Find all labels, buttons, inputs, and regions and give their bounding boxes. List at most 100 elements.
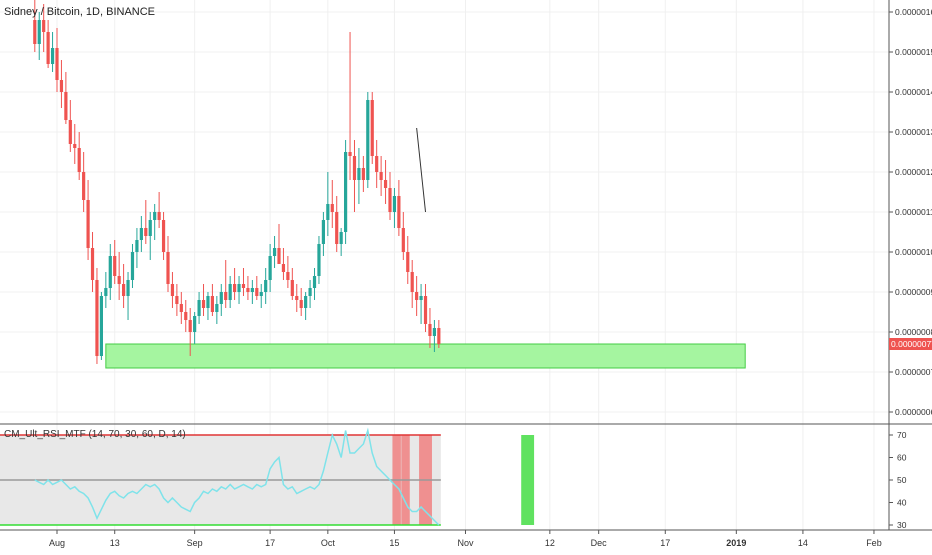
candle-body	[250, 288, 254, 292]
indicator-title: CM_Ult_RSI_MTF (14, 70, 30, 60, D, 14)	[4, 429, 186, 440]
candle-body	[401, 228, 405, 252]
candle-body	[348, 152, 352, 156]
price-tick-label: 0.00000080	[895, 327, 932, 337]
candle-body	[130, 252, 135, 280]
price-tick-label: 0.00000130	[895, 127, 932, 137]
candle-body	[193, 316, 197, 332]
price-tick-label: 0.00000110	[895, 207, 932, 217]
candle-body	[135, 240, 139, 252]
candle-body	[148, 220, 152, 236]
candle-body	[104, 288, 108, 296]
candle-body	[117, 276, 121, 284]
time-tick-label: Aug	[49, 538, 65, 548]
price-tick-label: 0.00000060	[895, 407, 932, 417]
candle-body	[90, 248, 95, 280]
candle-body	[339, 232, 343, 244]
candle-body	[432, 328, 436, 336]
candle-body	[290, 280, 294, 296]
candle-body	[215, 304, 219, 312]
rsi-tick-label: 50	[897, 475, 907, 485]
candle-body	[321, 220, 325, 244]
time-tick-label: Dec	[591, 538, 608, 548]
candle-body	[237, 284, 241, 292]
candle-body	[184, 312, 188, 320]
candle-body	[264, 280, 268, 292]
candle-body	[392, 196, 397, 212]
candle-body	[166, 252, 170, 284]
candle-body	[299, 300, 303, 308]
candle-body	[397, 196, 401, 228]
candle-body	[95, 280, 99, 356]
time-tick-label: 14	[798, 538, 808, 548]
candle-body	[99, 296, 103, 356]
time-tick-label: Nov	[457, 538, 474, 548]
candle-body	[161, 220, 166, 252]
time-tick-label: 17	[660, 538, 670, 548]
candle-body	[326, 204, 330, 220]
candle-body	[108, 256, 112, 288]
candle-body	[233, 284, 237, 292]
trend-line	[416, 127, 427, 213]
candle-body	[317, 244, 321, 276]
chart-title: Sidney / Bitcoin, 1D, BINANCE	[4, 6, 156, 18]
candle-body	[388, 188, 392, 212]
time-tick-label: 2019	[726, 538, 746, 548]
support-zone	[105, 343, 746, 369]
candle-body	[312, 276, 317, 288]
candle-body	[68, 120, 72, 144]
candle-body	[366, 100, 370, 180]
candle-body	[277, 248, 281, 264]
candle-body	[375, 156, 379, 172]
rsi-highlight	[521, 435, 535, 525]
time-tick-label: 17	[265, 538, 275, 548]
candle-body	[206, 296, 210, 308]
candle-body	[224, 292, 228, 300]
candle-body	[210, 296, 214, 312]
candle-body	[188, 320, 192, 332]
price-tick-label: 0.00000150	[895, 47, 932, 57]
candle-body	[139, 228, 143, 240]
candle-body	[201, 300, 206, 308]
candle-body	[246, 288, 250, 292]
candle-body	[122, 284, 126, 296]
rsi-tick-label: 40	[897, 498, 907, 508]
price-tick-label: 0.00000090	[895, 287, 932, 297]
candle-body	[286, 272, 290, 280]
candle-body	[157, 212, 161, 220]
rsi-line	[34, 427, 440, 526]
candle-body	[268, 256, 272, 280]
candle-body	[219, 292, 223, 304]
candle-body	[361, 168, 365, 180]
candle-body	[113, 256, 117, 276]
candle-body	[170, 284, 175, 296]
candle-body	[335, 212, 339, 244]
candle-body	[330, 204, 334, 212]
candle-body	[197, 300, 201, 316]
candle-body	[228, 284, 232, 300]
candle-body	[46, 32, 50, 64]
candle-body	[55, 48, 59, 80]
candle-body	[370, 100, 374, 156]
candle-body	[64, 92, 68, 120]
price-tick-label: 0.00000160	[895, 7, 932, 17]
price-tick-label: 0.00000070	[895, 367, 932, 377]
last-price-badge	[889, 338, 932, 350]
candle-body	[383, 180, 388, 188]
candle-body	[82, 172, 86, 200]
candle-body	[144, 228, 148, 236]
candle-body	[272, 248, 277, 256]
price-tick-label: 0.00000120	[895, 167, 932, 177]
candle-body	[295, 296, 299, 300]
candle-body	[153, 212, 157, 220]
candle-body	[259, 292, 263, 296]
candle-body	[415, 292, 419, 300]
rsi-tick-label: 30	[897, 520, 907, 530]
candle-body	[379, 172, 383, 180]
candle-body	[126, 280, 130, 296]
candle-body	[59, 80, 64, 92]
candle-body	[77, 148, 81, 172]
candle-body	[406, 252, 410, 272]
time-tick-label: Sep	[187, 538, 203, 548]
candle-body	[255, 288, 259, 296]
time-tick-label: Feb	[866, 538, 882, 548]
